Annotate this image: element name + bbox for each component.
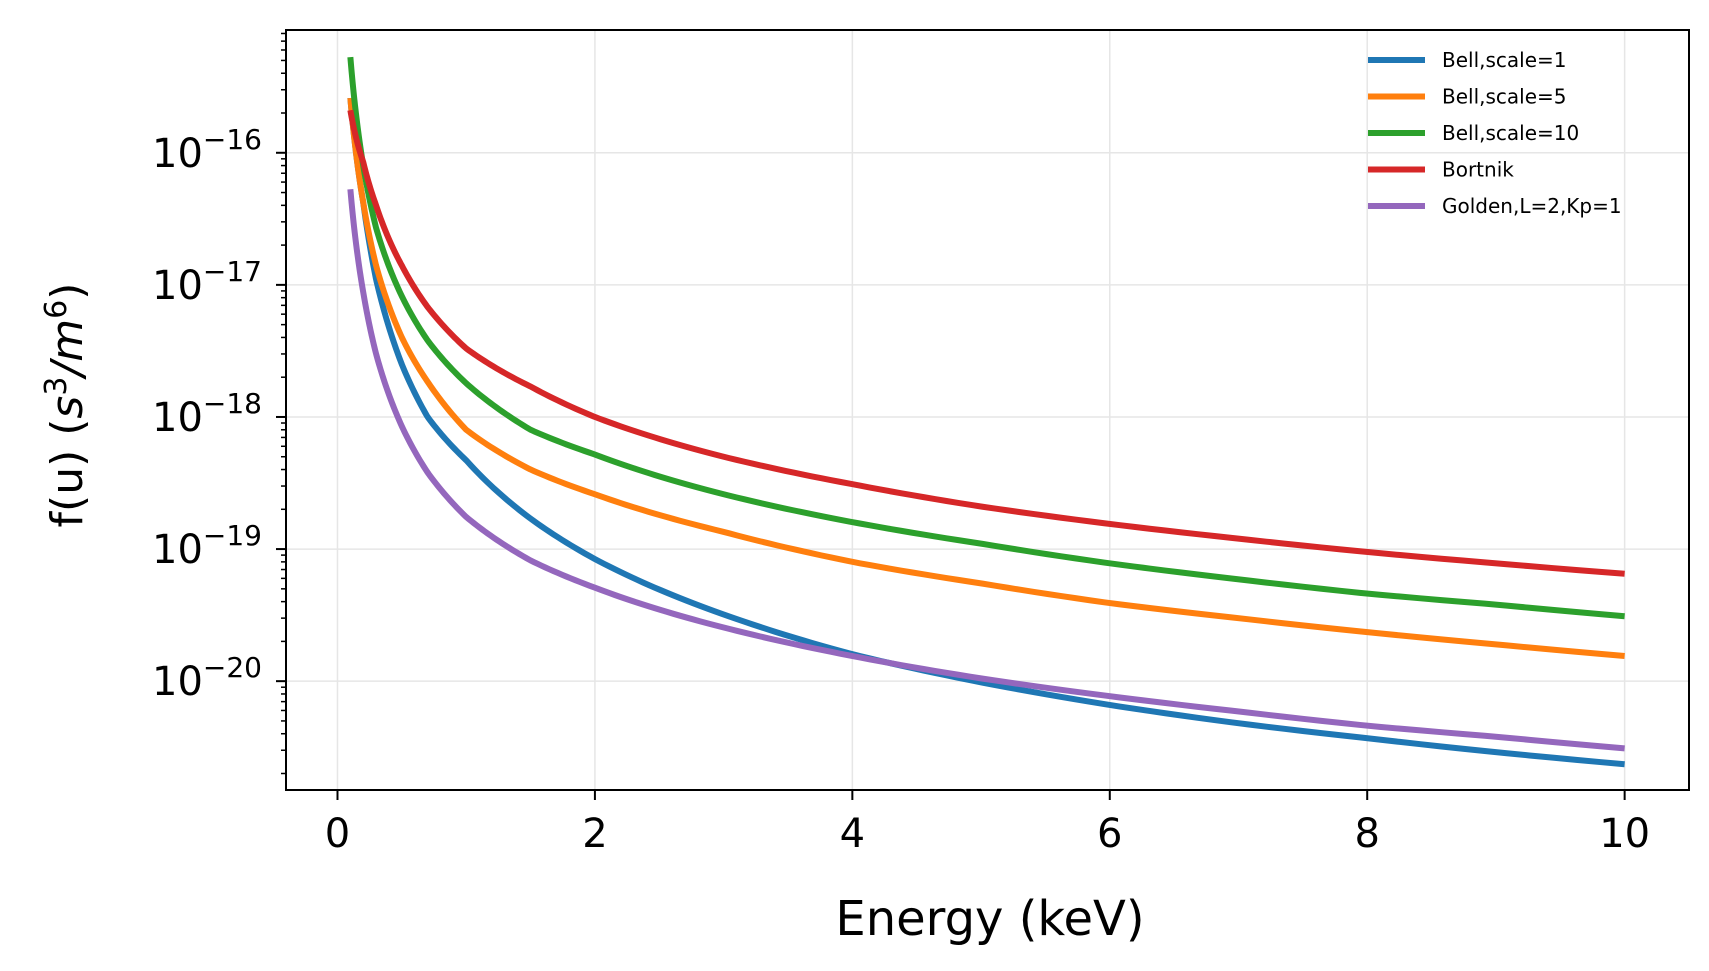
- axis-ticks: 0 2 4 6 8 10 10−20 10−19 10−18 10−17 10−16: [152, 32, 1650, 857]
- y-tick-label: 10−17: [152, 255, 262, 309]
- y-tick-label: 10−16: [152, 123, 262, 177]
- y-label-slash: /: [42, 358, 93, 381]
- x-tick-label: 0: [325, 811, 350, 857]
- y-tick-label: 10−20: [152, 651, 262, 705]
- y-label-s-exponent: 3: [39, 377, 74, 396]
- y-tick-label: 10−19: [152, 519, 262, 573]
- plot-frame: [285, 29, 1690, 791]
- series-line: [347, 97, 1625, 660]
- x-tick-label: 6: [1097, 811, 1122, 857]
- y-label-s: s: [42, 396, 93, 419]
- series-lines: [347, 56, 1625, 768]
- series-line: [347, 108, 1625, 577]
- y-label-m-exponent: 6: [39, 300, 74, 319]
- legend-label: Bell,scale=10: [1442, 121, 1579, 145]
- legend-label: Bell,scale=1: [1442, 48, 1567, 72]
- x-tick-label: 4: [840, 811, 865, 857]
- y-tick-label: 10−18: [152, 387, 262, 441]
- y-label-m: m: [42, 319, 93, 362]
- x-tick-label: 2: [582, 811, 607, 857]
- y-axis-label: f(u) (s3/m6): [39, 283, 93, 528]
- legend-label: Bell,scale=5: [1442, 85, 1567, 109]
- y-label-suffix: ): [42, 283, 93, 300]
- legend-label: Golden,L=2,Kp=1: [1442, 194, 1622, 218]
- series-line: [347, 188, 1625, 752]
- x-axis-label: Energy (keV): [835, 891, 1144, 947]
- x-tick-label: 8: [1354, 811, 1379, 857]
- x-tick-label: 10: [1599, 811, 1650, 857]
- y-label-prefix: f(u) (: [42, 419, 93, 528]
- legend: Bell,scale=1 Bell,scale=5 Bell,scale=10 Bor…: [1368, 48, 1622, 218]
- legend-label: Bortnik: [1442, 158, 1514, 182]
- grid-lines: [286, 30, 1689, 790]
